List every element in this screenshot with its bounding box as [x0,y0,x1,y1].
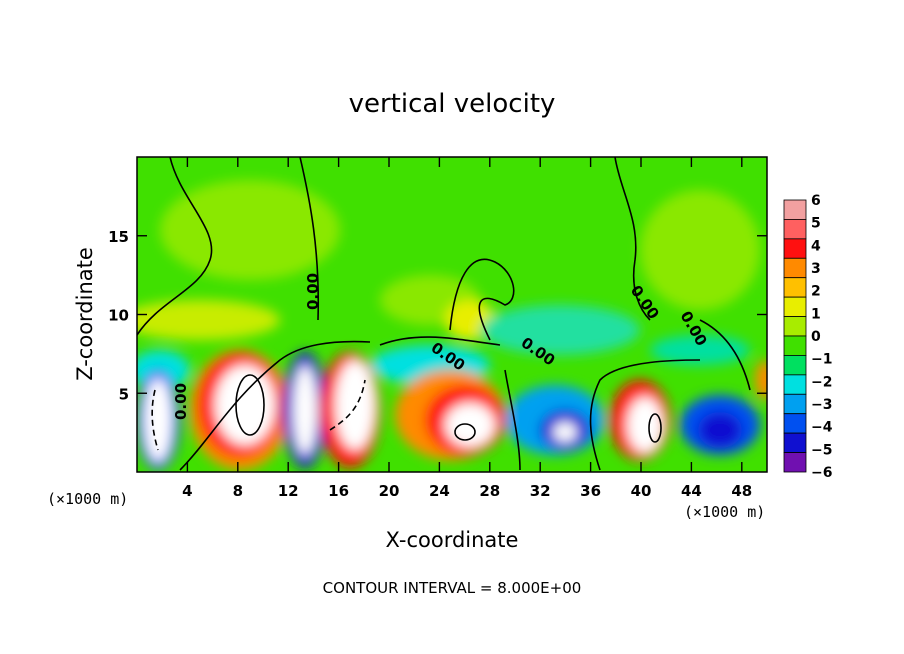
contour-edge-2 [589,359,701,471]
y-tick-label-2: 15 [108,228,129,246]
colorbar-swatch-4 [783,277,807,298]
contour-core-3 [648,413,662,443]
x-tick-label-10: 44 [681,482,702,500]
x-tick-label-6: 28 [479,482,500,500]
colorbar-swatch-2 [783,238,807,259]
y-tick-label-0: 5 [119,385,129,403]
heatmap-field [137,180,767,470]
x-tick-label-9: 40 [631,482,652,500]
colorbar-swatch-6 [783,316,807,337]
colorbar-tick-6: 0 [811,329,821,345]
x-tick-label-1: 8 [233,482,243,500]
colorbar-tick-0: 6 [811,193,821,209]
colorbar: 6 5 4 3 2 1 0 −1 −2 −3 −4 −5 −6 [783,193,833,481]
x-unit-label-left: (×1000 m) [47,490,128,508]
contour-zero-right [614,157,651,321]
x-unit-label-right: (×1000 m) [684,503,765,521]
colorbar-swatch-9 [783,374,807,395]
colorbar-swatch-7 [783,335,807,356]
x-tick-label-3: 16 [328,482,349,500]
y-axis-label: Z-coordinate [73,247,97,381]
colorbar-swatch-8 [783,355,807,376]
contour-core-1 [235,374,265,436]
colorbar-swatch-13 [783,452,807,473]
contour-zero-low [379,319,751,391]
colorbar-swatch-1 [783,219,807,240]
colorbar-swatch-10 [783,393,807,415]
contour-edge-1 [179,340,371,471]
x-tick-label-7: 32 [530,482,551,500]
contour-lines [137,157,751,471]
colorbar-tick-9: −3 [811,397,832,413]
colorbar-tick-5: 1 [811,306,821,322]
colorbar-tick-3: 3 [811,261,821,277]
contour-zero-mid [299,157,320,321]
colorbar-swatch-12 [783,432,807,453]
colorbar-tick-8: −2 [811,374,832,390]
colorbar-tick-7: −1 [811,352,832,368]
contour-core-2 [454,423,476,441]
colorbar-tick-12: −6 [811,465,832,481]
colorbar-swatch-5 [783,296,807,317]
contour-interval-note: CONTOUR INTERVAL = 8.000E+00 [323,579,582,597]
colorbar-swatch-3 [783,257,807,279]
y-axis: 5 10 15 [108,228,767,403]
plot-area: 0.00 0.00 0.00 0.00 0.00 0.00 [137,157,767,472]
x-tick-label-2: 12 [278,482,299,500]
colorbar-tick-2: 4 [811,238,821,254]
contour-zero-left [137,157,213,336]
y-tick-label-1: 10 [108,307,129,325]
colorbar-tick-4: 2 [811,284,821,300]
x-tick-label-11: 48 [731,482,752,500]
colorbar-tick-11: −5 [811,442,832,458]
x-tick-label-5: 24 [429,482,450,500]
x-tick-label-0: 4 [182,482,192,500]
colorbar-swatch-0 [783,199,807,220]
x-axis-label: X-coordinate [386,528,519,552]
contour-label-1: 0.00 [304,273,322,310]
x-axis: 4 8 12 16 20 24 28 32 36 40 44 48 [182,157,752,500]
contour-neg-1 [151,389,159,451]
colorbar-tick-1: 5 [811,216,821,232]
contour-edge-3 [504,369,521,471]
x-tick-label-8: 36 [580,482,601,500]
contour-neg-2 [329,379,366,431]
colorbar-tick-10: −4 [811,420,833,436]
colorbar-swatch-11 [783,413,807,434]
chart-title: vertical velocity [349,89,556,119]
contour-zero-hook [449,258,515,341]
contour-label-2: 0.00 [172,383,190,420]
x-tick-label-4: 20 [379,482,400,500]
